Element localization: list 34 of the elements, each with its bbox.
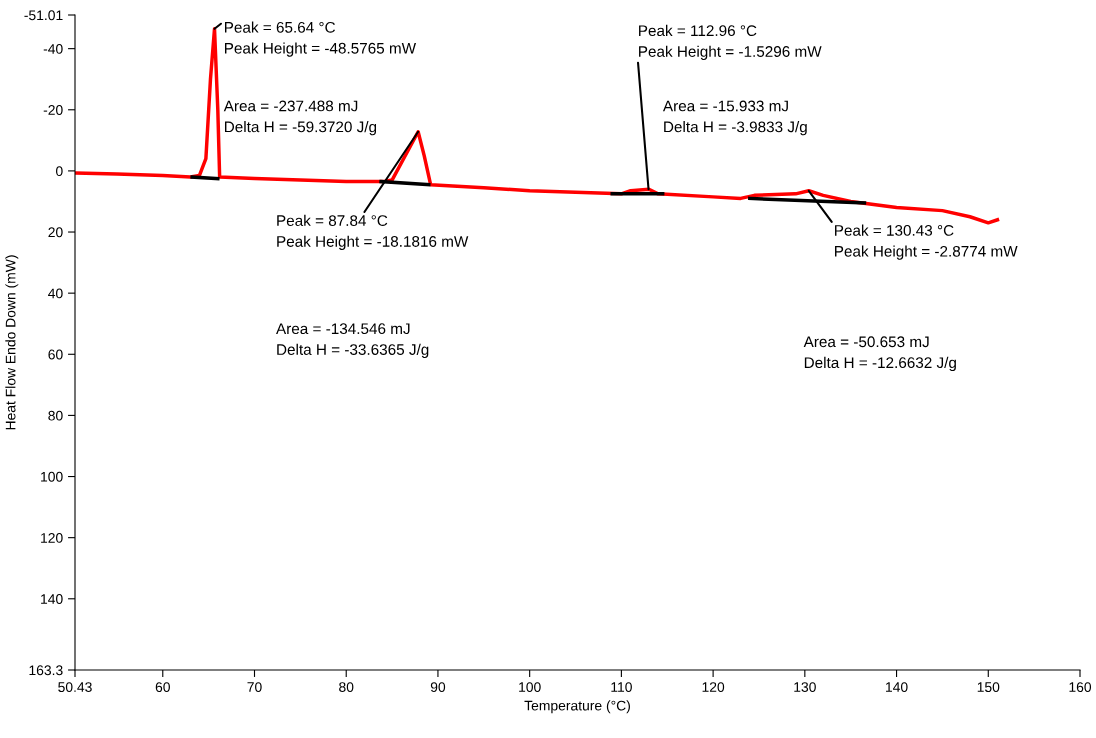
y-tick-label: 80 [48, 410, 63, 421]
y-tick-label: 120 [41, 533, 63, 543]
annotation: Peak = 112.96 °C Peak Height = -1.5296 mW [639, 24, 822, 60]
y-tick-label: 0 [56, 166, 63, 177]
y-tick-label: -40 [43, 43, 63, 54]
annotation: Area = -15.933 mJ Delta H = -3.9833 J/g [662, 100, 807, 136]
x-tick-label: 120 [702, 682, 725, 693]
y-tick-label: 20 [48, 227, 63, 238]
x-tick-label: 60 [155, 682, 170, 693]
x-tick-label: 70 [247, 682, 262, 693]
y-tick-label: 40 [48, 288, 63, 299]
y-tick-label: 163.3 [29, 665, 63, 676]
y-tick-label: 140 [41, 594, 63, 604]
x-axis-title: Temperature (°C) [524, 700, 630, 714]
annotation: Area = -50.653 mJ Delta H = -12.6632 J/g [803, 336, 956, 372]
x-tick-label: 90 [430, 682, 446, 693]
annotation: Peak = 65.64 °C Peak Height = -48.5765 mW [224, 21, 417, 57]
y-tick-label: -20 [43, 105, 63, 115]
y-tick-label: -51.01 [24, 10, 63, 21]
x-tick-label: 160 [1069, 682, 1092, 693]
x-tick-label: 110 [611, 682, 632, 693]
x-tick-label: 140 [886, 682, 908, 693]
annotation: Area = -237.488 mJ Delta H = -59.3720 J/g [223, 100, 377, 136]
x-tick-label: 100 [519, 682, 541, 693]
x-tick-label: 50.43 [58, 682, 92, 693]
x-tick-label: 130 [794, 682, 816, 693]
y-tick-label: 60 [48, 349, 63, 360]
annotation: Area = -134.546 mJ Delta H = -33.6365 J/g [276, 323, 429, 358]
y-tick-label: 100 [41, 471, 63, 482]
annotation: Peak = 87.84 °C Peak Height = -18.1816 mW [277, 214, 469, 250]
y-axis-title: Heat Flow Endo Down (mW) [5, 255, 19, 430]
annotation: Peak = 130.43 °C Peak Height = -2.8774 mW [835, 224, 1018, 260]
x-tick-label: 150 [977, 682, 1000, 693]
x-tick-label: 80 [339, 682, 354, 693]
